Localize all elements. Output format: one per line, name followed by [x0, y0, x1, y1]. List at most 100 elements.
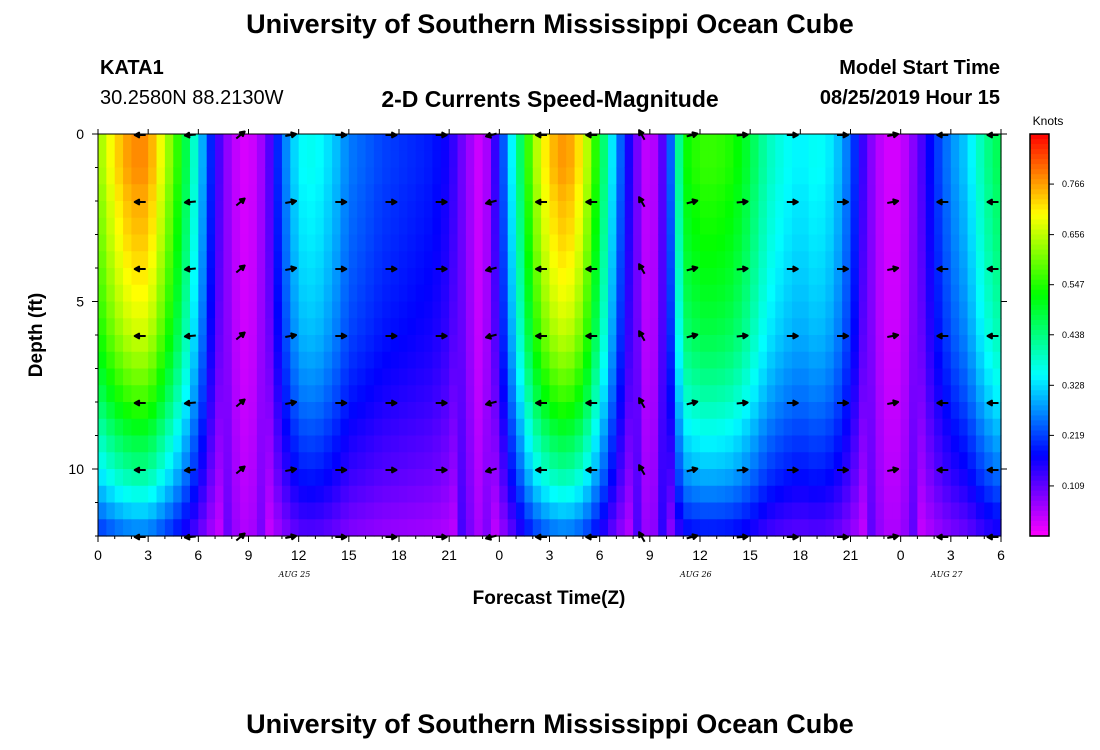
heatmap-cell [98, 217, 107, 236]
heatmap-cell [925, 284, 935, 303]
heatmap-cell [148, 184, 158, 202]
heatmap-cell [332, 402, 342, 420]
heatmap-cell [942, 502, 952, 520]
heatmap-cell [549, 435, 559, 453]
heatmap-cell [98, 134, 107, 152]
heatmap-cell [808, 485, 818, 504]
current-vector-arrow [986, 466, 999, 474]
heatmap-cell [290, 268, 300, 286]
heatmap-cell [633, 469, 643, 487]
heatmap-cell [457, 418, 467, 437]
heatmap-cell [373, 184, 383, 202]
heatmap-cell [298, 402, 308, 420]
heatmap-cell [909, 251, 918, 269]
colorbar-swatch [1030, 350, 1049, 356]
heatmap-cell [315, 150, 325, 169]
heatmap-cell [909, 201, 918, 219]
heatmap-cell [248, 368, 258, 386]
heatmap-cell [156, 284, 166, 303]
current-vector-arrow [335, 466, 348, 474]
heatmap-cell [340, 301, 350, 319]
heatmap-cell [490, 251, 500, 269]
heatmap-cell [942, 351, 952, 370]
heatmap-cell [683, 402, 693, 420]
heatmap-cell [775, 435, 785, 453]
heatmap-cell [332, 485, 342, 504]
heatmap-cell [131, 301, 141, 319]
heatmap-cell [449, 418, 459, 437]
heatmap-cell [106, 469, 116, 487]
heatmap-cell [139, 402, 149, 420]
heatmap-cell [825, 452, 835, 470]
heatmap-cell [432, 167, 442, 185]
heatmap-cell [842, 234, 852, 252]
heatmap-cell [766, 268, 776, 286]
heatmap-cell [917, 201, 927, 219]
heatmap-cell [750, 284, 760, 303]
colorbar-swatch [1030, 304, 1049, 311]
heatmap-cell [708, 519, 718, 537]
heatmap-cell [934, 335, 944, 353]
heatmap-cell [365, 502, 375, 520]
heatmap-cell [399, 485, 408, 504]
heatmap-cell [683, 217, 693, 236]
heatmap-cell [123, 385, 133, 403]
heatmap-cell [323, 519, 333, 537]
heatmap-cell [415, 301, 425, 319]
heatmap-cell [900, 485, 910, 504]
heatmap-cell [357, 318, 367, 336]
heatmap-cell [348, 385, 358, 403]
heatmap-cell [616, 335, 626, 353]
heatmap-cell [373, 234, 383, 252]
heatmap-cell [156, 167, 166, 185]
heatmap-cell [975, 452, 985, 470]
heatmap-cell [490, 452, 500, 470]
heatmap-cell [348, 284, 358, 303]
heatmap-cell [725, 234, 735, 252]
heatmap-cell [440, 134, 450, 152]
heatmap-cell [549, 184, 559, 202]
heatmap-cell [817, 167, 827, 185]
heatmap-cell [516, 452, 526, 470]
heatmap-cell [750, 485, 760, 504]
heatmap-cell [399, 418, 408, 437]
heatmap-cell [474, 134, 484, 152]
heatmap-cell [975, 402, 985, 420]
heatmap-cell [449, 268, 459, 286]
heatmap-cell [307, 351, 316, 370]
heatmap-cell [256, 167, 266, 185]
heatmap-cell [850, 217, 860, 236]
heatmap-cell [457, 217, 467, 236]
heatmap-cell [248, 234, 258, 252]
heatmap-cell [716, 519, 726, 537]
heatmap-cell [465, 351, 475, 370]
heatmap-cell [557, 385, 567, 403]
heatmap-cell [867, 485, 877, 504]
heatmap-cell [415, 335, 425, 353]
heatmap-cell [298, 167, 308, 185]
heatmap-cell [833, 469, 843, 487]
heatmap-cell [474, 351, 484, 370]
colorbar-swatch [1030, 214, 1049, 221]
heatmap-cell [181, 301, 191, 319]
heatmap-cell [415, 368, 425, 386]
heatmap-cell [716, 435, 726, 453]
heatmap-cell [825, 418, 835, 437]
heatmap-cell [541, 184, 551, 202]
heatmap-cell [281, 402, 291, 420]
heatmap-cell [164, 368, 174, 386]
heatmap-cell [574, 435, 584, 453]
heatmap-cell [223, 234, 233, 252]
heatmap-cell [817, 418, 827, 437]
heatmap-cell [725, 452, 735, 470]
heatmap-cell [909, 217, 918, 236]
heatmap-cell [465, 402, 475, 420]
heatmap-cell [741, 251, 751, 269]
heatmap-cell [265, 301, 275, 319]
heatmap-cell [608, 402, 617, 420]
heatmap-cell [532, 502, 542, 520]
heatmap-cell [465, 469, 475, 487]
heatmap-cell [541, 469, 551, 487]
heatmap-cell [641, 385, 651, 403]
heatmap-cell [541, 134, 551, 152]
